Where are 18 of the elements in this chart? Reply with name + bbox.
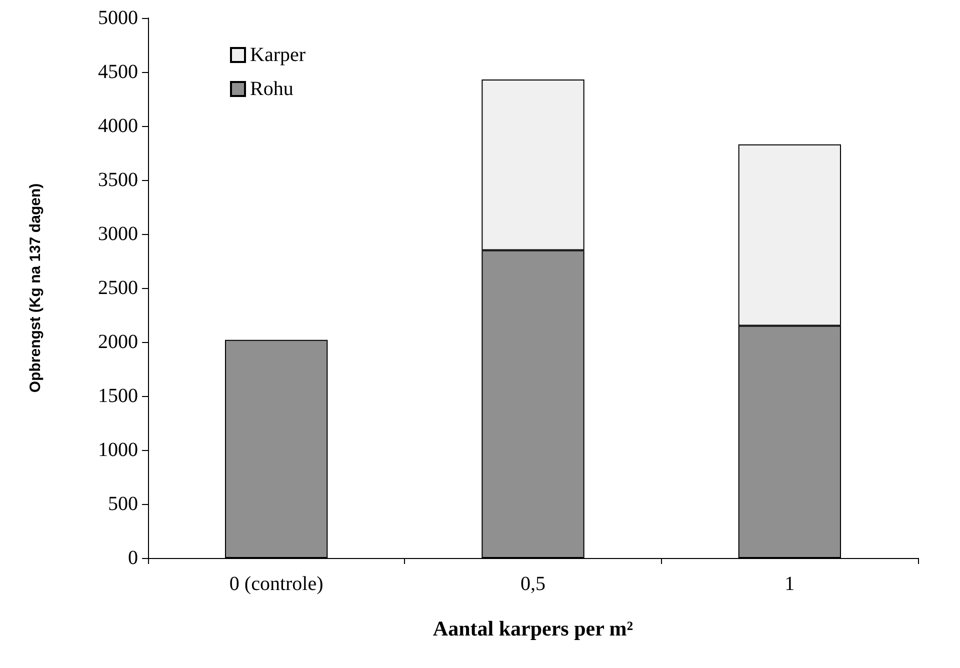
legend-label: Karper bbox=[250, 44, 306, 66]
y-tick-label: 0 bbox=[128, 547, 138, 569]
y-tick-label: 3500 bbox=[98, 169, 138, 191]
x-axis-title: Aantal karpers per m² bbox=[432, 616, 634, 640]
y-tick-label: 2500 bbox=[98, 277, 138, 299]
x-tick-label: 0 (controle) bbox=[229, 573, 324, 595]
y-tick-label: 500 bbox=[108, 493, 138, 515]
legend-label: Rohu bbox=[250, 78, 294, 100]
y-tick-label: 4500 bbox=[98, 61, 138, 83]
y-axis-title: Opbrengst (Kg na 137 dagen) bbox=[27, 183, 44, 393]
x-tick-label: 1 bbox=[784, 573, 795, 595]
y-tick-label: 1500 bbox=[98, 385, 138, 407]
y-tick-label: 4000 bbox=[98, 115, 138, 137]
y-tick-label: 1000 bbox=[98, 439, 138, 461]
y-tick-label: 5000 bbox=[98, 7, 138, 29]
y-tick-label: 3000 bbox=[98, 223, 138, 245]
y-tick-label: 2000 bbox=[98, 331, 138, 353]
x-tick-label: 0,5 bbox=[520, 573, 546, 595]
